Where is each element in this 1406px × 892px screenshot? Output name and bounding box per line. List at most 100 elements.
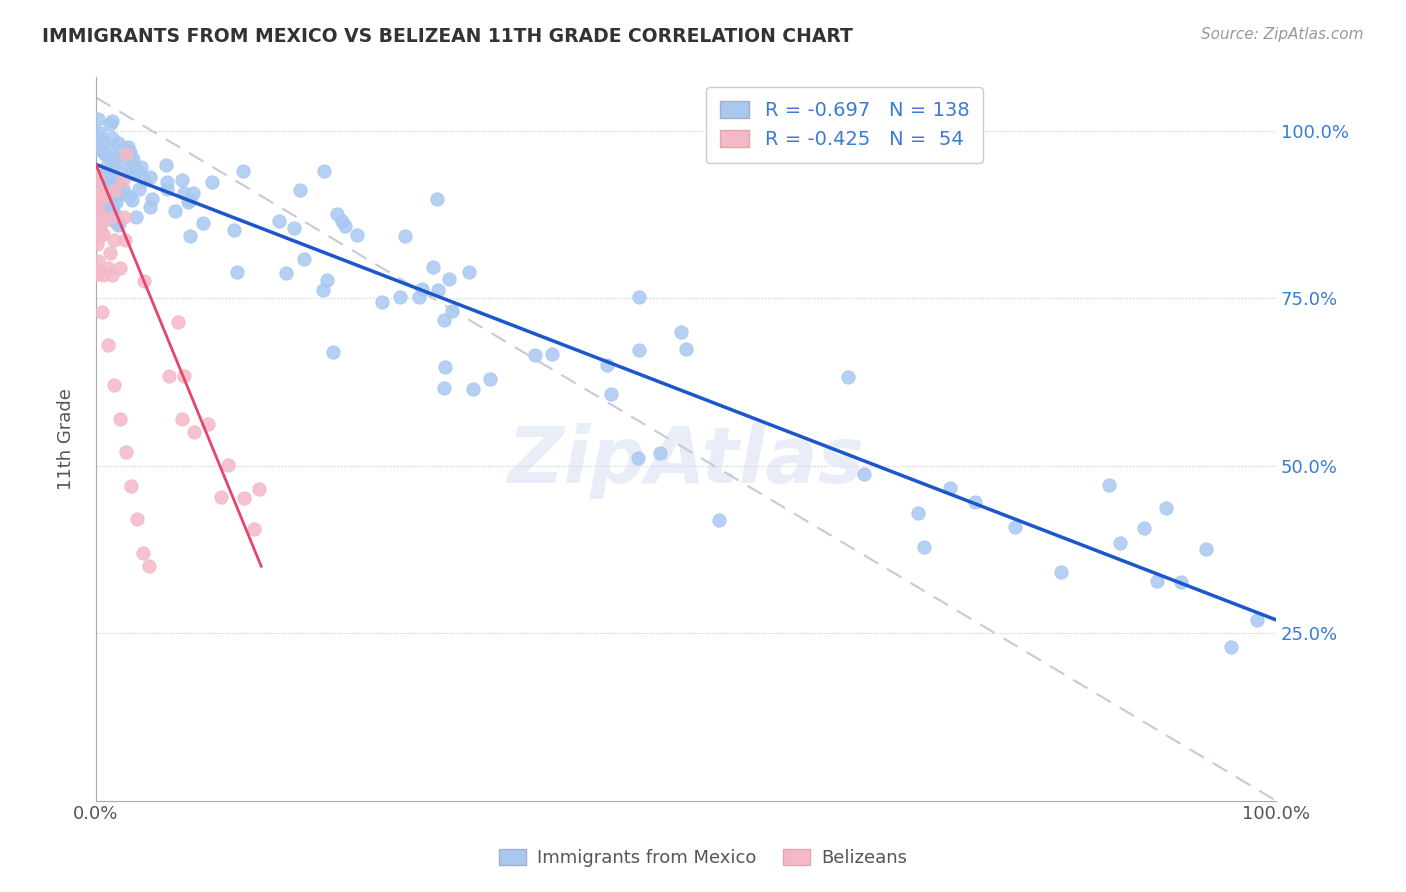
- Point: [441, 304, 464, 318]
- Point: [1146, 574, 1168, 588]
- Point: [87, 214, 110, 228]
- Point: [100, 131, 122, 145]
- Point: [101, 182, 124, 196]
- Point: [107, 187, 129, 202]
- Point: [97, 338, 120, 352]
- Point: [627, 290, 650, 304]
- Point: [121, 194, 143, 208]
- Point: [87, 137, 110, 152]
- Point: [107, 136, 129, 150]
- Point: [96, 165, 118, 179]
- Point: [177, 195, 200, 210]
- Point: [90, 215, 112, 229]
- Point: [104, 154, 127, 169]
- Point: [86, 221, 108, 235]
- Point: [232, 163, 254, 178]
- Point: [222, 223, 245, 237]
- Point: [292, 252, 315, 266]
- Point: [141, 192, 163, 206]
- Point: [596, 358, 619, 372]
- Point: [179, 229, 201, 244]
- Point: [232, 491, 254, 505]
- Point: [114, 156, 136, 170]
- Point: [249, 482, 271, 496]
- Point: [86, 168, 108, 182]
- Point: [155, 158, 177, 172]
- Point: [86, 237, 108, 252]
- Point: [120, 166, 142, 180]
- Point: [627, 343, 650, 358]
- Point: [90, 305, 112, 319]
- Point: [110, 167, 132, 181]
- Point: [103, 233, 125, 247]
- Point: [107, 218, 129, 232]
- Point: [288, 183, 311, 197]
- Point: [172, 411, 194, 425]
- Point: [114, 233, 136, 247]
- Point: [1098, 477, 1121, 491]
- Point: [104, 178, 127, 193]
- Point: [478, 372, 501, 386]
- Point: [422, 260, 444, 274]
- Point: [458, 264, 481, 278]
- Point: [370, 295, 392, 310]
- Point: [599, 387, 621, 401]
- Point: [112, 210, 135, 224]
- Point: [94, 171, 117, 186]
- Point: [326, 206, 349, 220]
- Point: [125, 163, 148, 178]
- Point: [89, 194, 111, 209]
- Point: [91, 135, 114, 149]
- Point: [267, 214, 290, 228]
- Point: [1195, 541, 1218, 556]
- Point: [91, 189, 114, 203]
- Point: [433, 312, 456, 326]
- Point: [181, 186, 204, 201]
- Point: [1049, 565, 1071, 579]
- Point: [1004, 519, 1026, 533]
- Point: [1220, 640, 1243, 655]
- Point: [965, 495, 987, 509]
- Point: [173, 369, 195, 384]
- Point: [114, 147, 136, 161]
- Point: [129, 160, 152, 174]
- Point: [98, 117, 121, 131]
- Point: [1170, 575, 1192, 590]
- Point: [94, 209, 117, 223]
- Point: [243, 522, 266, 536]
- Point: [87, 130, 110, 145]
- Point: [98, 211, 121, 225]
- Point: [101, 197, 124, 211]
- Point: [103, 169, 125, 184]
- Point: [108, 412, 131, 426]
- Point: [105, 183, 128, 197]
- Point: [86, 186, 108, 201]
- Point: [439, 271, 461, 285]
- Point: [314, 164, 336, 178]
- Point: [394, 229, 416, 244]
- Point: [87, 208, 110, 222]
- Point: [86, 142, 108, 156]
- Point: [197, 417, 219, 432]
- Point: [87, 219, 110, 234]
- Point: [167, 315, 190, 329]
- Point: [93, 189, 115, 203]
- Point: [138, 200, 160, 214]
- Point: [853, 467, 876, 482]
- Point: [93, 145, 115, 160]
- Point: [330, 214, 353, 228]
- Point: [87, 112, 110, 126]
- Point: [91, 227, 114, 241]
- Point: [98, 196, 121, 211]
- Point: [105, 188, 128, 202]
- Point: [103, 378, 125, 392]
- Point: [86, 268, 108, 282]
- Point: [274, 266, 297, 280]
- Point: [86, 190, 108, 204]
- Point: [183, 425, 205, 440]
- Point: [101, 114, 124, 128]
- Point: [108, 261, 131, 276]
- Point: [118, 153, 141, 168]
- Point: [108, 216, 131, 230]
- Point: [125, 210, 148, 224]
